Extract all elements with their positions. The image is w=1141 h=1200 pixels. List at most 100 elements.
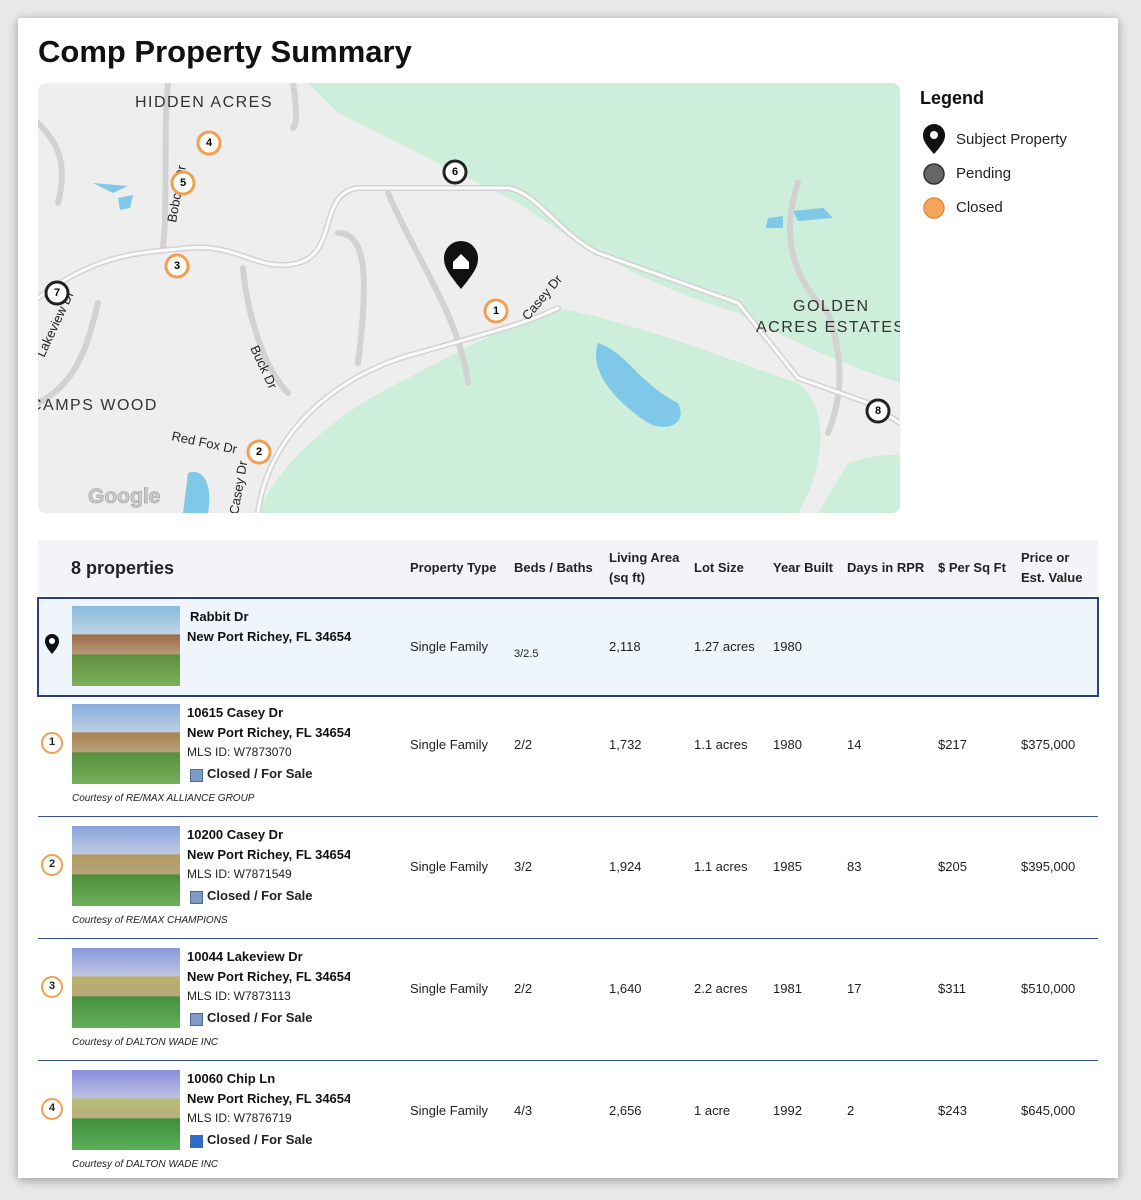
map-marker-label: 1: [493, 305, 499, 317]
comp-row: [38, 939, 1098, 1061]
comp-street[interactable]: 10200 Casey Dr: [187, 827, 284, 842]
property-photo[interactable]: [72, 948, 180, 1028]
comp-cell: 1,732: [609, 737, 642, 752]
column-header: $ Per Sq Ft: [938, 548, 1018, 588]
comp-city: New Port Richey, FL 34654: [187, 969, 350, 984]
map-marker[interactable]: [442, 159, 468, 185]
legend-title: Legend: [920, 88, 985, 108]
comp-cell: 3/2: [514, 859, 533, 874]
comp-courtesy: Courtesy of DALTON WADE INC: [72, 1159, 219, 1170]
comp-cell: 2.2 acres: [694, 981, 748, 996]
comp-marker[interactable]: 3: [41, 976, 63, 998]
property-photo[interactable]: [72, 606, 180, 686]
comp-marker[interactable]: 1: [41, 732, 63, 754]
subject-city: New Port Richey, FL 34654: [187, 629, 352, 644]
comp-cell: 2: [847, 1103, 855, 1118]
comp-city: New Port Richey, FL 34654: [187, 1091, 350, 1106]
map-marker[interactable]: [196, 130, 222, 156]
comp-courtesy: Courtesy of RE/MAX ALLIANCE GROUP: [72, 793, 255, 804]
comp-mls: MLS ID: W7876719: [187, 1111, 292, 1125]
property-photo[interactable]: [72, 704, 180, 784]
column-header: Lot Size: [694, 548, 769, 588]
comp-cell: 1,640: [609, 981, 642, 996]
comp-cell: 2,656: [609, 1103, 642, 1118]
map-area-label: HIDDEN ACRES: [135, 94, 273, 111]
column-header-text: Lot Size: [694, 560, 744, 575]
comp-row: [38, 817, 1098, 939]
comp-city: New Port Richey, FL 34654: [187, 847, 350, 862]
map-marker-label: 4: [206, 137, 213, 149]
comp-status: Closed / For Sale: [207, 766, 313, 781]
comp-cell: 14: [847, 737, 862, 752]
comp-street[interactable]: 10060 Chip Ln: [187, 1071, 276, 1086]
comp-cell: 83: [847, 859, 862, 874]
map-attribution: Google: [88, 485, 160, 508]
comp-street[interactable]: 10615 Casey Dr: [187, 705, 284, 720]
comp-cell: $645,000: [1021, 1103, 1076, 1118]
property-photo[interactable]: [72, 1070, 180, 1150]
comp-cell: 1985: [773, 859, 802, 874]
comp-cell: $217: [938, 737, 967, 752]
comp-mls: MLS ID: W7873070: [187, 745, 292, 759]
comp-mls: MLS ID: W7871549: [187, 867, 292, 881]
comp-cell: 1992: [773, 1103, 802, 1118]
comp-cell: 1.1 acres: [694, 737, 748, 752]
column-header: Beds / Baths: [514, 548, 604, 588]
map-marker-label: 6: [452, 166, 458, 178]
column-header-text: Year Built: [773, 560, 833, 575]
comp-cell: 2/2: [514, 737, 533, 752]
comp-marker[interactable]: 2: [41, 854, 63, 876]
map-marker[interactable]: [170, 170, 196, 196]
comp-cell: 1,924: [609, 859, 642, 874]
map-marker[interactable]: [865, 398, 891, 424]
comp-cell: 1980: [773, 737, 802, 752]
comp-street[interactable]: 10044 Lakeview Dr: [187, 949, 303, 964]
column-header-text: Days in RPR: [847, 560, 925, 575]
comp-cell: 2/2: [514, 981, 533, 996]
column-header: Days in RPR: [847, 548, 935, 588]
subject-cell: 1980: [773, 639, 802, 654]
legend-icons: [923, 124, 945, 219]
map[interactable]: HIDDEN ACRES GOLDEN ACRES ESTATES CAMPS …: [38, 83, 900, 513]
comp-cell: Single Family: [410, 1103, 489, 1118]
comp-cell: Single Family: [410, 859, 489, 874]
comp-status: Closed / For Sale: [207, 1010, 313, 1025]
map-area-label: GOLDEN: [793, 298, 870, 315]
property-photo[interactable]: [72, 826, 180, 906]
map-marker-label: 2: [256, 446, 262, 458]
column-header: Property Type: [410, 548, 510, 588]
map-marker[interactable]: [44, 280, 70, 306]
column-header: Living Area (sq ft): [609, 548, 687, 588]
comp-cell: 1981: [773, 981, 802, 996]
comp-courtesy: Courtesy of RE/MAX CHAMPIONS: [72, 915, 228, 926]
comp-cell: 1 acre: [694, 1103, 731, 1118]
comp-cell: Single Family: [410, 981, 489, 996]
subject-cell: 2,118: [609, 639, 641, 654]
column-header-text: Price or Est. Value: [1021, 550, 1083, 585]
column-header-text: Property Type: [410, 560, 497, 575]
map-marker[interactable]: [246, 439, 272, 465]
column-header-text: Living Area (sq ft): [609, 550, 680, 585]
comp-cell: 17: [847, 981, 862, 996]
column-header-text: Beds / Baths: [514, 560, 593, 575]
map-marker-label: 7: [54, 287, 60, 299]
comp-marker[interactable]: 4: [41, 1098, 63, 1120]
comp-cell: $311: [938, 981, 966, 996]
map-marker[interactable]: [483, 298, 509, 324]
status-swatch: [190, 1013, 203, 1026]
comp-cell: $243: [938, 1103, 967, 1118]
column-header-text: $ Per Sq Ft: [938, 560, 1006, 575]
summary-card: Comp Property Summary HIDDEN ACRES GOLDE…: [18, 18, 1118, 1178]
comp-status: Closed / For Sale: [207, 888, 313, 903]
subject-pin[interactable]: [444, 241, 478, 289]
status-swatch: [190, 769, 203, 782]
comp-cell: 1.1 acres: [694, 859, 748, 874]
column-header: Price or Est. Value: [1021, 548, 1091, 588]
comp-city: New Port Richey, FL 34654: [187, 725, 350, 740]
subject-cell: 1.27 acres: [694, 639, 755, 654]
map-marker[interactable]: [164, 253, 190, 279]
comp-status: Closed / For Sale: [207, 1132, 313, 1147]
comp-cell: $375,000: [1021, 737, 1076, 752]
table-header: [38, 540, 1098, 596]
